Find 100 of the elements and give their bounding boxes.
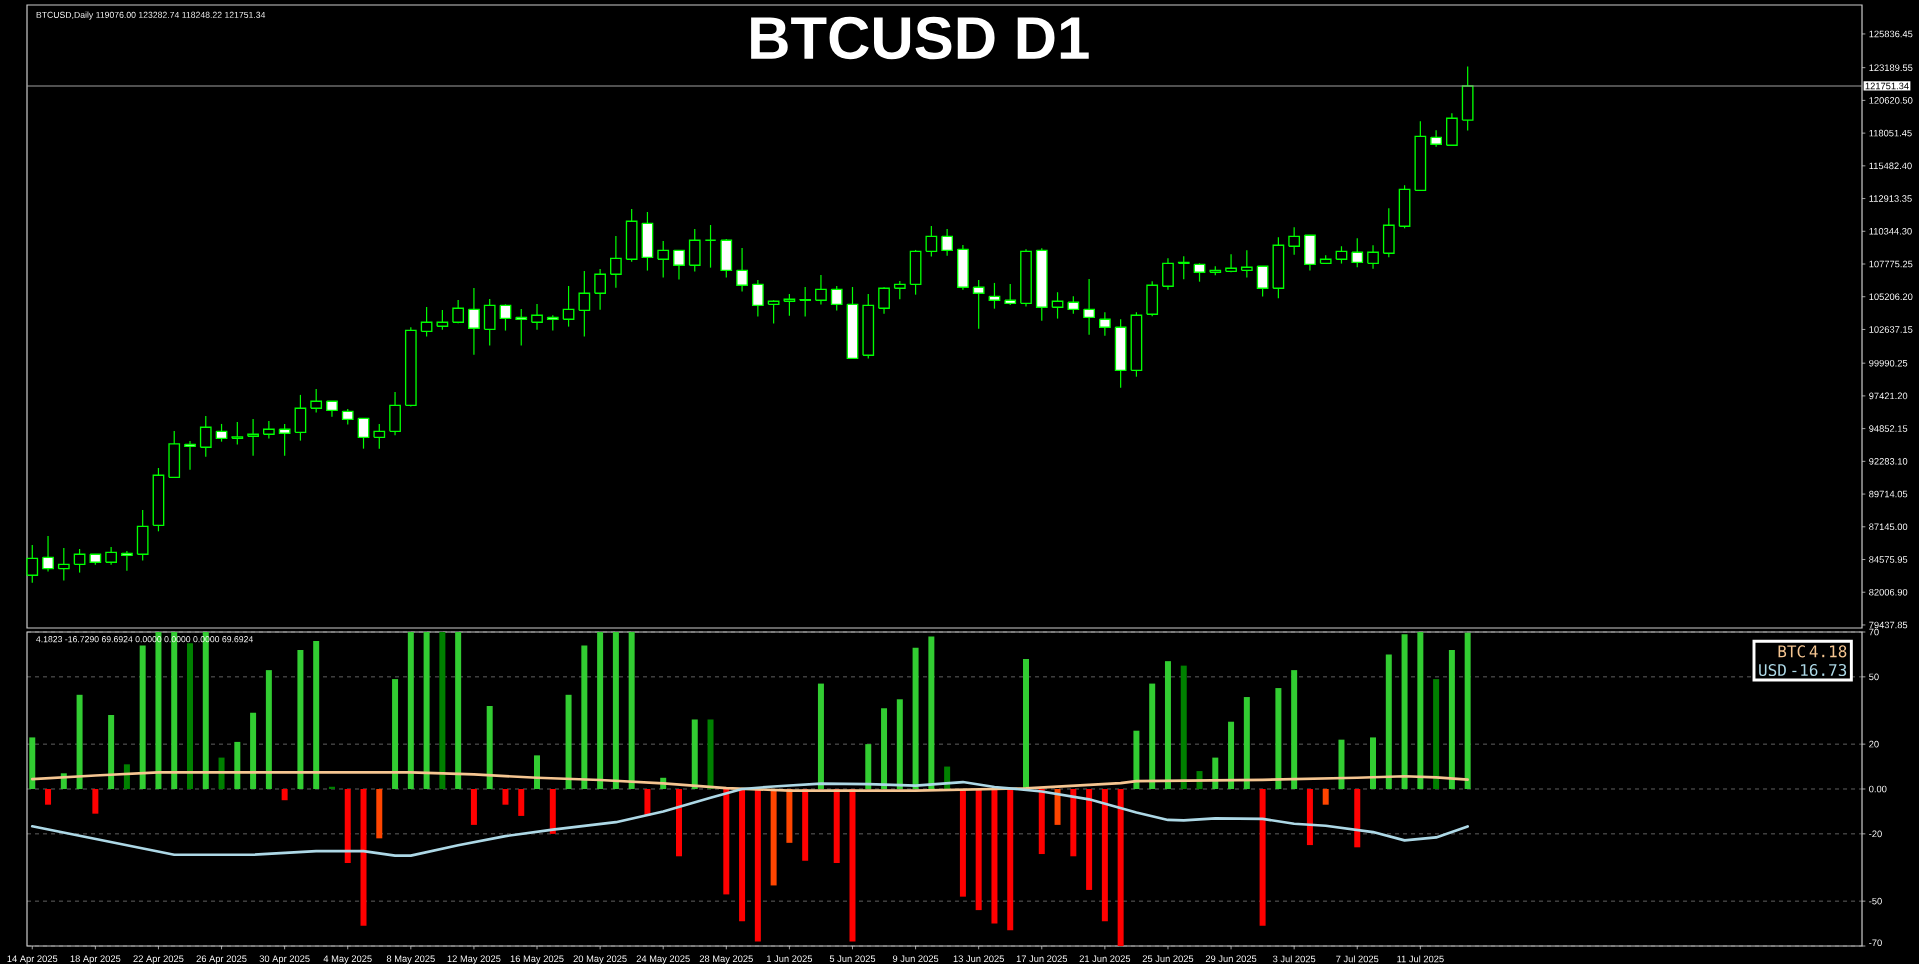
bar bbox=[534, 755, 541, 789]
bar bbox=[928, 636, 935, 789]
bar bbox=[313, 640, 320, 789]
bar bbox=[123, 764, 130, 789]
bar bbox=[407, 632, 414, 789]
bar bbox=[707, 719, 714, 789]
y-tick-label: 112913.35 bbox=[1869, 195, 1912, 202]
bar bbox=[360, 789, 367, 926]
candlestick bbox=[199, 415, 212, 458]
candlestick bbox=[121, 550, 133, 572]
text: BTC bbox=[1778, 645, 1805, 658]
candlestick bbox=[1430, 129, 1442, 148]
y-tick-label: 94852.15 bbox=[1869, 425, 1908, 432]
bar bbox=[1306, 789, 1313, 846]
x-tick-label: 14 Apr 2025 bbox=[7, 955, 58, 964]
y-tick-label: 99990.25 bbox=[1869, 359, 1908, 367]
y-tick-label: 102637.15 bbox=[1869, 326, 1913, 333]
y-tick-label: 123189.55 bbox=[1869, 64, 1913, 71]
bar bbox=[1180, 665, 1187, 789]
candlestick bbox=[1240, 249, 1253, 279]
x-tick-label: 28 May 2025 bbox=[699, 955, 753, 964]
candlestick bbox=[830, 285, 843, 312]
candlestick bbox=[704, 224, 717, 269]
bar bbox=[1322, 789, 1329, 805]
candlestick bbox=[815, 274, 827, 306]
x-tick-label: 25 Jun 2025 bbox=[1142, 955, 1194, 962]
candlestick bbox=[925, 225, 938, 258]
bar bbox=[29, 737, 36, 789]
bar bbox=[991, 789, 998, 924]
candlestick bbox=[736, 247, 748, 293]
candlestick bbox=[357, 417, 370, 450]
x-tick-label: 29 Jun 2025 bbox=[1205, 955, 1257, 962]
y-tick-label: 87145.00 bbox=[1869, 523, 1908, 531]
candlestick bbox=[988, 282, 1001, 310]
bar bbox=[139, 645, 146, 789]
bar bbox=[1117, 789, 1124, 946]
bar bbox=[1007, 789, 1014, 931]
candlestick bbox=[278, 423, 291, 457]
x-tick-label: 13 Jun 2025 bbox=[953, 955, 1004, 962]
y-tick-label: -20 bbox=[1869, 830, 1882, 838]
bar bbox=[187, 643, 193, 789]
bar bbox=[45, 789, 52, 805]
bar bbox=[265, 670, 272, 789]
candlestick bbox=[657, 240, 670, 279]
bar bbox=[1401, 634, 1408, 789]
candlestick bbox=[483, 298, 496, 347]
candlestick bbox=[751, 279, 764, 318]
bar bbox=[723, 789, 730, 895]
candlestick bbox=[468, 287, 480, 356]
bar bbox=[344, 789, 351, 864]
bar bbox=[1464, 632, 1471, 789]
bar bbox=[1243, 697, 1250, 789]
bar bbox=[802, 789, 809, 861]
bar bbox=[1259, 789, 1266, 926]
y-tick-label: 50 bbox=[1869, 673, 1879, 681]
bar bbox=[502, 789, 509, 805]
bar bbox=[1086, 789, 1093, 890]
y-tick-label: -50 bbox=[1869, 897, 1882, 905]
bar bbox=[1023, 658, 1029, 789]
annotation: BTCUSD,Daily 119076.00 123282.74 118248.22 121751.34 bbox=[36, 11, 266, 20]
candlestick bbox=[1051, 291, 1064, 320]
bar bbox=[739, 789, 746, 922]
bar bbox=[486, 706, 493, 789]
bar bbox=[581, 645, 588, 789]
candlestick bbox=[515, 308, 528, 347]
x-tick-label: 12 May 2025 bbox=[447, 955, 501, 964]
y-tick-label: 0.00 bbox=[1869, 785, 1887, 793]
bar bbox=[470, 789, 477, 825]
x-tick-label: 21 Jun 2025 bbox=[1079, 955, 1131, 962]
bar bbox=[108, 714, 115, 789]
bar bbox=[786, 789, 793, 843]
candlestick bbox=[1256, 265, 1269, 298]
bar bbox=[1070, 789, 1077, 857]
bar bbox=[959, 789, 966, 897]
bar bbox=[612, 632, 619, 789]
x-tick-label: 18 Apr 2025 bbox=[70, 955, 121, 964]
bar bbox=[92, 789, 99, 814]
candlestick bbox=[26, 544, 39, 584]
candlestick bbox=[562, 285, 575, 328]
bar bbox=[849, 789, 856, 942]
bar bbox=[1448, 649, 1455, 789]
candlestick bbox=[310, 388, 323, 414]
candlestick bbox=[531, 303, 543, 331]
x-tick-label: 17 Jun 2025 bbox=[1016, 955, 1068, 962]
bar bbox=[1101, 789, 1108, 922]
bar bbox=[865, 744, 872, 789]
candlestick bbox=[42, 535, 54, 573]
candlestick bbox=[610, 235, 622, 289]
bar bbox=[455, 632, 462, 789]
bar bbox=[250, 712, 257, 789]
x-tick-label: 26 Apr 2025 bbox=[196, 955, 247, 964]
x-tick-label: 30 Apr 2025 bbox=[259, 955, 310, 964]
bar bbox=[518, 789, 525, 816]
bar bbox=[691, 719, 698, 789]
candlestick bbox=[436, 309, 449, 331]
y-tick-label: 115482.40 bbox=[1869, 162, 1912, 170]
bar bbox=[76, 694, 83, 789]
annotation: -16.73 bbox=[1792, 663, 1847, 677]
bar bbox=[1054, 789, 1061, 825]
y-tick-label: 125836.45 bbox=[1869, 30, 1913, 38]
